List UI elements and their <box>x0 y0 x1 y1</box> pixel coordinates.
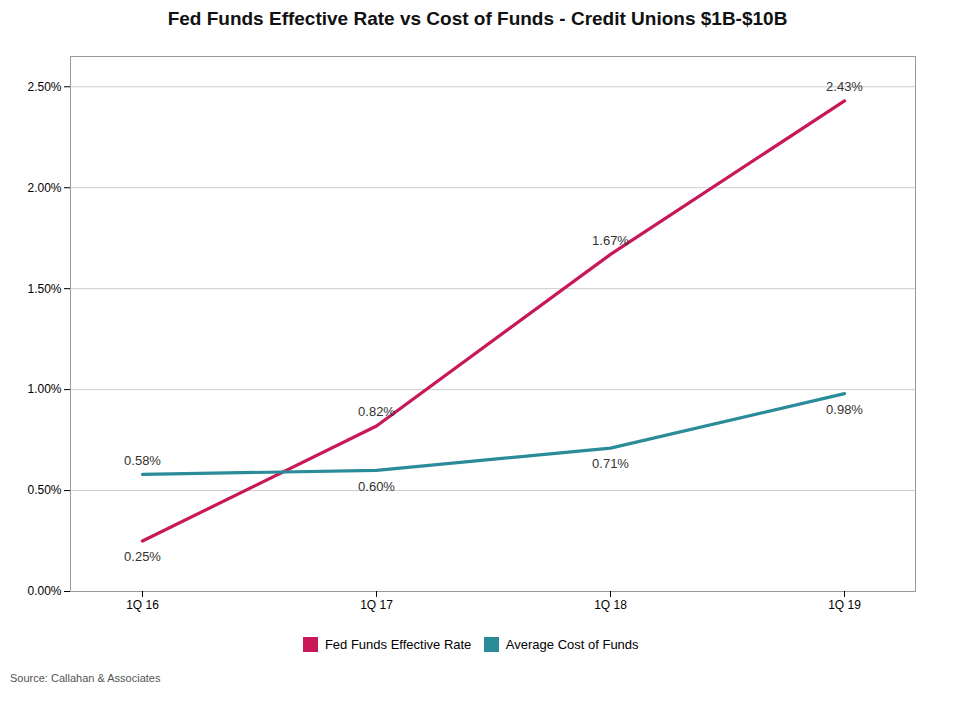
html-text:Fed Funds Effective Rate: Fed Funds Effective Rate <box>324 637 472 652</box>
html-text:Fed Funds Effective Rate vs Co: Fed Funds Effective Rate vs Cost of Fund… <box>167 8 788 29</box>
svg-text:2.00%: 2.00% <box>27 181 61 195</box>
svg-text:1.50%: 1.50% <box>27 282 61 296</box>
svg-text:0.82%: 0.82% <box>358 404 395 419</box>
svg-text:2.43%: 2.43% <box>826 79 863 94</box>
svg-text:2.50%: 2.50% <box>27 80 61 94</box>
svg-text:1.00%: 1.00% <box>27 382 61 396</box>
svg-text:1Q 18: 1Q 18 <box>594 598 627 612</box>
svg-text:1Q 19: 1Q 19 <box>828 598 861 612</box>
svg-text:0.60%: 0.60% <box>358 479 395 494</box>
html-text:Source: Callahan & Associates: Source: Callahan & Associates <box>10 671 161 684</box>
svg-text:0.98%: 0.98% <box>826 402 863 417</box>
svg-text:1.67%: 1.67% <box>592 233 629 248</box>
svg-text:0.50%: 0.50% <box>27 483 61 497</box>
svg-text:0.00%: 0.00% <box>27 584 61 598</box>
html-text:Average Cost of Funds: Average Cost of Funds <box>505 637 639 652</box>
svg-text:0.25%: 0.25% <box>124 549 161 564</box>
svg-text:0.71%: 0.71% <box>592 456 629 471</box>
svg-text:1Q 16: 1Q 16 <box>126 598 159 612</box>
svg-text:1Q 17: 1Q 17 <box>360 598 393 612</box>
svg-text:0.58%: 0.58% <box>124 453 161 468</box>
